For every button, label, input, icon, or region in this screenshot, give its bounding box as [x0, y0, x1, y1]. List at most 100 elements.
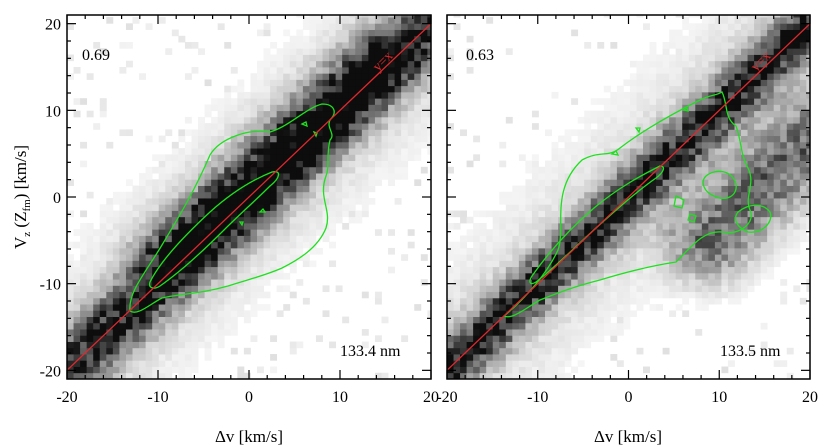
density-cell	[420, 54, 428, 62]
density-cell	[86, 229, 94, 236]
density-cell	[675, 148, 683, 155]
density-cell	[158, 235, 166, 243]
density-cell	[368, 29, 376, 37]
density-cell	[106, 260, 114, 268]
density-cell	[132, 229, 140, 236]
density-cell	[531, 354, 539, 361]
density-cell	[80, 223, 88, 230]
density-cell	[414, 135, 422, 143]
density-cell	[727, 272, 735, 280]
density-cell	[760, 42, 768, 49]
density-cell	[780, 23, 788, 30]
density-cell	[276, 310, 284, 317]
density-cell	[283, 129, 291, 137]
density-cell	[499, 354, 507, 361]
density-cell	[165, 266, 173, 274]
density-cell	[727, 85, 735, 93]
density-cell	[152, 223, 160, 230]
density-cell	[512, 285, 520, 293]
density-cell	[335, 85, 343, 93]
density-cell	[564, 335, 572, 342]
density-cell	[786, 129, 794, 137]
density-cell	[283, 173, 291, 180]
density-cell	[99, 260, 107, 268]
density-cell	[558, 241, 566, 249]
density-cell	[623, 235, 631, 243]
density-cell	[322, 91, 330, 99]
density-cell	[806, 154, 810, 161]
density-cell	[243, 191, 251, 199]
density-cell	[329, 241, 337, 249]
density-cell	[355, 116, 363, 124]
density-cell	[152, 241, 160, 249]
density-cell	[368, 15, 376, 18]
density-cell	[741, 223, 748, 230]
density-cell	[656, 235, 664, 243]
density-cell	[112, 216, 120, 224]
density-cell	[492, 291, 500, 299]
density-cell	[145, 285, 153, 293]
density-cell	[649, 241, 657, 249]
density-cell	[270, 198, 278, 205]
density-cell	[394, 148, 402, 155]
density-cell	[250, 241, 258, 249]
density-cell	[355, 23, 363, 30]
density-cell	[708, 129, 716, 137]
density-cell	[793, 241, 801, 249]
density-cell	[198, 235, 205, 243]
density-cell	[401, 154, 409, 161]
density-cell	[558, 329, 566, 336]
density-cell	[479, 316, 487, 324]
density-cell	[727, 91, 735, 99]
density-cell	[799, 148, 807, 155]
density-cell	[629, 141, 637, 149]
density-cell	[211, 247, 219, 255]
density-cell	[531, 272, 539, 280]
density-cell	[355, 67, 363, 74]
density-cell	[401, 173, 409, 180]
density-cell	[355, 123, 363, 130]
density-cell	[132, 366, 140, 374]
density-cell	[741, 154, 748, 161]
density-cell	[191, 160, 199, 168]
density-cell	[119, 247, 127, 255]
density-cell	[119, 198, 127, 205]
density-cell	[466, 67, 474, 74]
density-cell	[237, 141, 245, 149]
density-cell	[217, 204, 225, 211]
density-cell	[250, 85, 258, 93]
density-cell	[198, 335, 205, 342]
density-cell	[479, 241, 487, 249]
density-cell	[721, 260, 729, 268]
density-cell	[171, 166, 179, 174]
density-cell	[734, 223, 742, 230]
density-cell	[132, 266, 140, 274]
density-cell	[374, 179, 382, 186]
density-cell	[760, 173, 768, 180]
density-cell	[257, 210, 264, 218]
density-cell	[616, 104, 624, 112]
density-cell	[86, 329, 94, 336]
density-cell	[73, 329, 81, 336]
density-cell	[531, 347, 539, 355]
density-cell	[447, 241, 454, 249]
density-cell	[257, 67, 264, 74]
density-cell	[132, 279, 140, 286]
density-cell	[688, 23, 696, 30]
density-cell	[780, 79, 788, 87]
density-cell	[688, 110, 696, 118]
density-cell	[682, 85, 690, 93]
density-cell	[145, 266, 153, 274]
density-cell	[643, 123, 650, 130]
density-cell	[139, 372, 147, 379]
density-cell	[368, 79, 376, 87]
density-cell	[145, 354, 153, 361]
density-cell	[198, 173, 205, 180]
density-cell	[571, 229, 579, 236]
density-cell	[786, 210, 794, 218]
density-cell	[224, 304, 232, 311]
density-cell	[348, 123, 356, 130]
density-cell	[198, 297, 205, 305]
density-cell	[453, 322, 461, 330]
density-cell	[348, 129, 356, 137]
